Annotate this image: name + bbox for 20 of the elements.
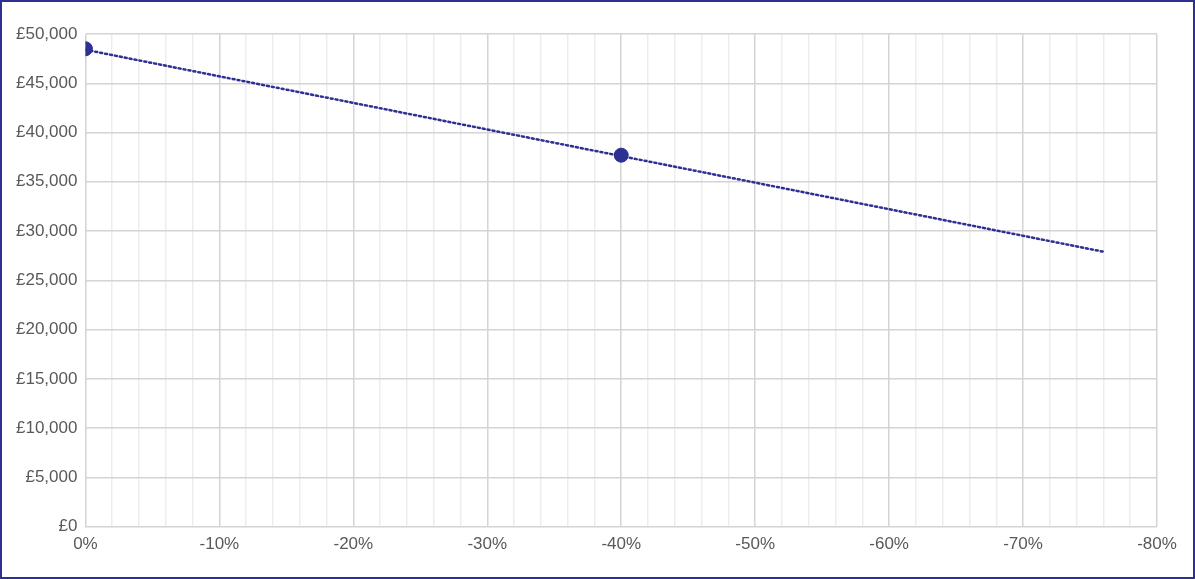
x-tick-label: -70%	[1003, 534, 1043, 554]
y-tick-label: £25,000	[16, 269, 78, 289]
y-tick-label: £10,000	[16, 417, 78, 437]
x-tick-label: -50%	[735, 534, 776, 554]
y-tick-label: £20,000	[16, 319, 78, 339]
y-tick-label: £40,000	[16, 122, 78, 142]
y-tick-label: £5,000	[25, 467, 78, 487]
x-tick-label: 0%	[73, 534, 98, 554]
x-tick-label: -30%	[467, 534, 508, 554]
x-tick-label: -20%	[333, 534, 374, 554]
x-tick-label: -60%	[869, 534, 909, 554]
x-tick-label: -40%	[601, 534, 642, 554]
y-tick-label: £45,000	[16, 72, 78, 92]
y-tick-label: £35,000	[16, 171, 78, 191]
y-tick-label: £30,000	[16, 220, 78, 240]
x-tick-label: -10%	[199, 534, 240, 554]
y-tick-label: £0	[58, 516, 78, 536]
x-tick-label: -80%	[1137, 534, 1177, 554]
y-tick-label: £15,000	[16, 368, 78, 388]
y-tick-label: £50,000	[16, 23, 78, 43]
